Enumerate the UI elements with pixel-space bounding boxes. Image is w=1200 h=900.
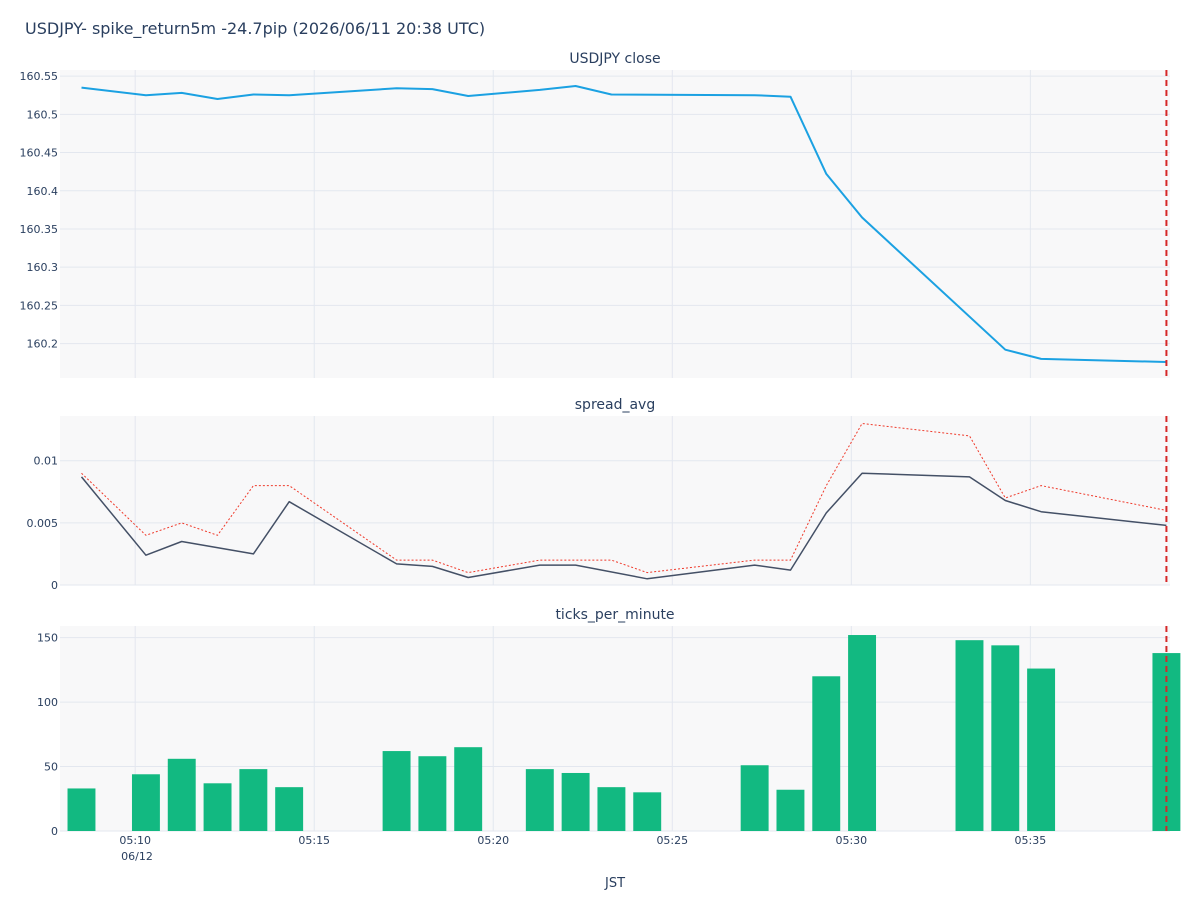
- bar: [848, 635, 877, 831]
- marks-spread: [80, 423, 1167, 580]
- bar: [275, 787, 304, 831]
- y-tick-label: 0.01: [34, 455, 59, 468]
- bar: [525, 769, 554, 831]
- bar: [955, 640, 984, 831]
- y-tick-label: 160.4: [27, 185, 59, 198]
- y-tick-label: 160.55: [20, 70, 59, 83]
- bar: [454, 747, 483, 831]
- y-tick-label: 160.25: [20, 299, 59, 312]
- y-tick-label: 150: [37, 632, 58, 645]
- y-tick-label: 100: [37, 696, 58, 709]
- x-tick-label: 05:15: [298, 834, 330, 847]
- y-tick-label: 160.2: [27, 338, 59, 351]
- spread-series-line: [80, 472, 1167, 580]
- marks-ticks: [67, 635, 1181, 831]
- panel-title-spread: spread_avg: [575, 397, 655, 413]
- x-tick-label: 05:30: [835, 834, 867, 847]
- y-tick-label: 0.005: [27, 517, 59, 530]
- bar: [67, 788, 96, 831]
- y-tick-label: 160.45: [20, 147, 59, 160]
- panel-title-close: USDJPY close: [569, 51, 660, 67]
- panel-close: 160.2 160.25 160.3 160.35 160.4 160.45 160.5 16…: [20, 51, 1170, 378]
- marks-close: [81, 85, 1167, 363]
- y-tick-label: 160.35: [20, 223, 59, 236]
- grid-close: [60, 70, 1170, 378]
- y-tick-label: 160.5: [27, 108, 59, 121]
- y-tick-label: 0: [51, 825, 58, 838]
- y-tick-label: 0: [51, 579, 58, 592]
- plot-area-spread: [60, 416, 1170, 585]
- bar: [1027, 668, 1056, 831]
- bar: [633, 792, 662, 831]
- panel-title-ticks: ticks_per_minute: [555, 607, 674, 623]
- x-tick-label: 05:35: [1015, 834, 1047, 847]
- y-tick-label: 160.3: [27, 261, 59, 274]
- bar: [812, 676, 841, 831]
- x-date-label: 06/12: [121, 850, 153, 863]
- panel-spread: 0 0.005 0.01 spread_avg: [27, 397, 1170, 592]
- bar: [203, 783, 232, 831]
- yticks-spread: 0 0.005 0.01: [27, 455, 59, 592]
- bar: [382, 751, 411, 831]
- spread-dotted-series-line: [81, 423, 1167, 574]
- x-tick-label: 05:10: [119, 834, 151, 847]
- yticks-close: 160.2 160.25 160.3 160.35 160.4 160.45 160.5 16…: [20, 70, 59, 350]
- figure-title: USDJPY- spike_return5m -24.7pip (2026/06…: [25, 19, 486, 38]
- bar: [597, 787, 626, 831]
- x-tick-label: 05:20: [477, 834, 509, 847]
- x-axis-title: JST: [604, 876, 625, 891]
- bar: [991, 645, 1020, 831]
- bar: [740, 765, 769, 831]
- x-axis: 05:10 05:15 05:20 05:25 05:30 05:35: [119, 834, 1046, 847]
- plot-area-close: [60, 70, 1170, 378]
- bar: [418, 756, 447, 831]
- x-tick-label: 05:25: [656, 834, 688, 847]
- bar: [167, 758, 196, 831]
- panel-ticks: 0 50 100 150 ticks_per_minute: [37, 607, 1181, 838]
- close-series-line: [81, 85, 1167, 363]
- grid-spread: [60, 416, 1170, 586]
- bar: [239, 769, 268, 831]
- yticks-ticks: 0 50 100 150: [37, 632, 58, 838]
- y-tick-label: 50: [44, 761, 58, 774]
- bar: [131, 774, 160, 831]
- bar: [561, 772, 590, 831]
- bar: [776, 789, 805, 831]
